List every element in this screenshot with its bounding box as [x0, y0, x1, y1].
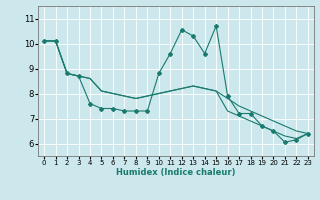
X-axis label: Humidex (Indice chaleur): Humidex (Indice chaleur): [116, 168, 236, 177]
